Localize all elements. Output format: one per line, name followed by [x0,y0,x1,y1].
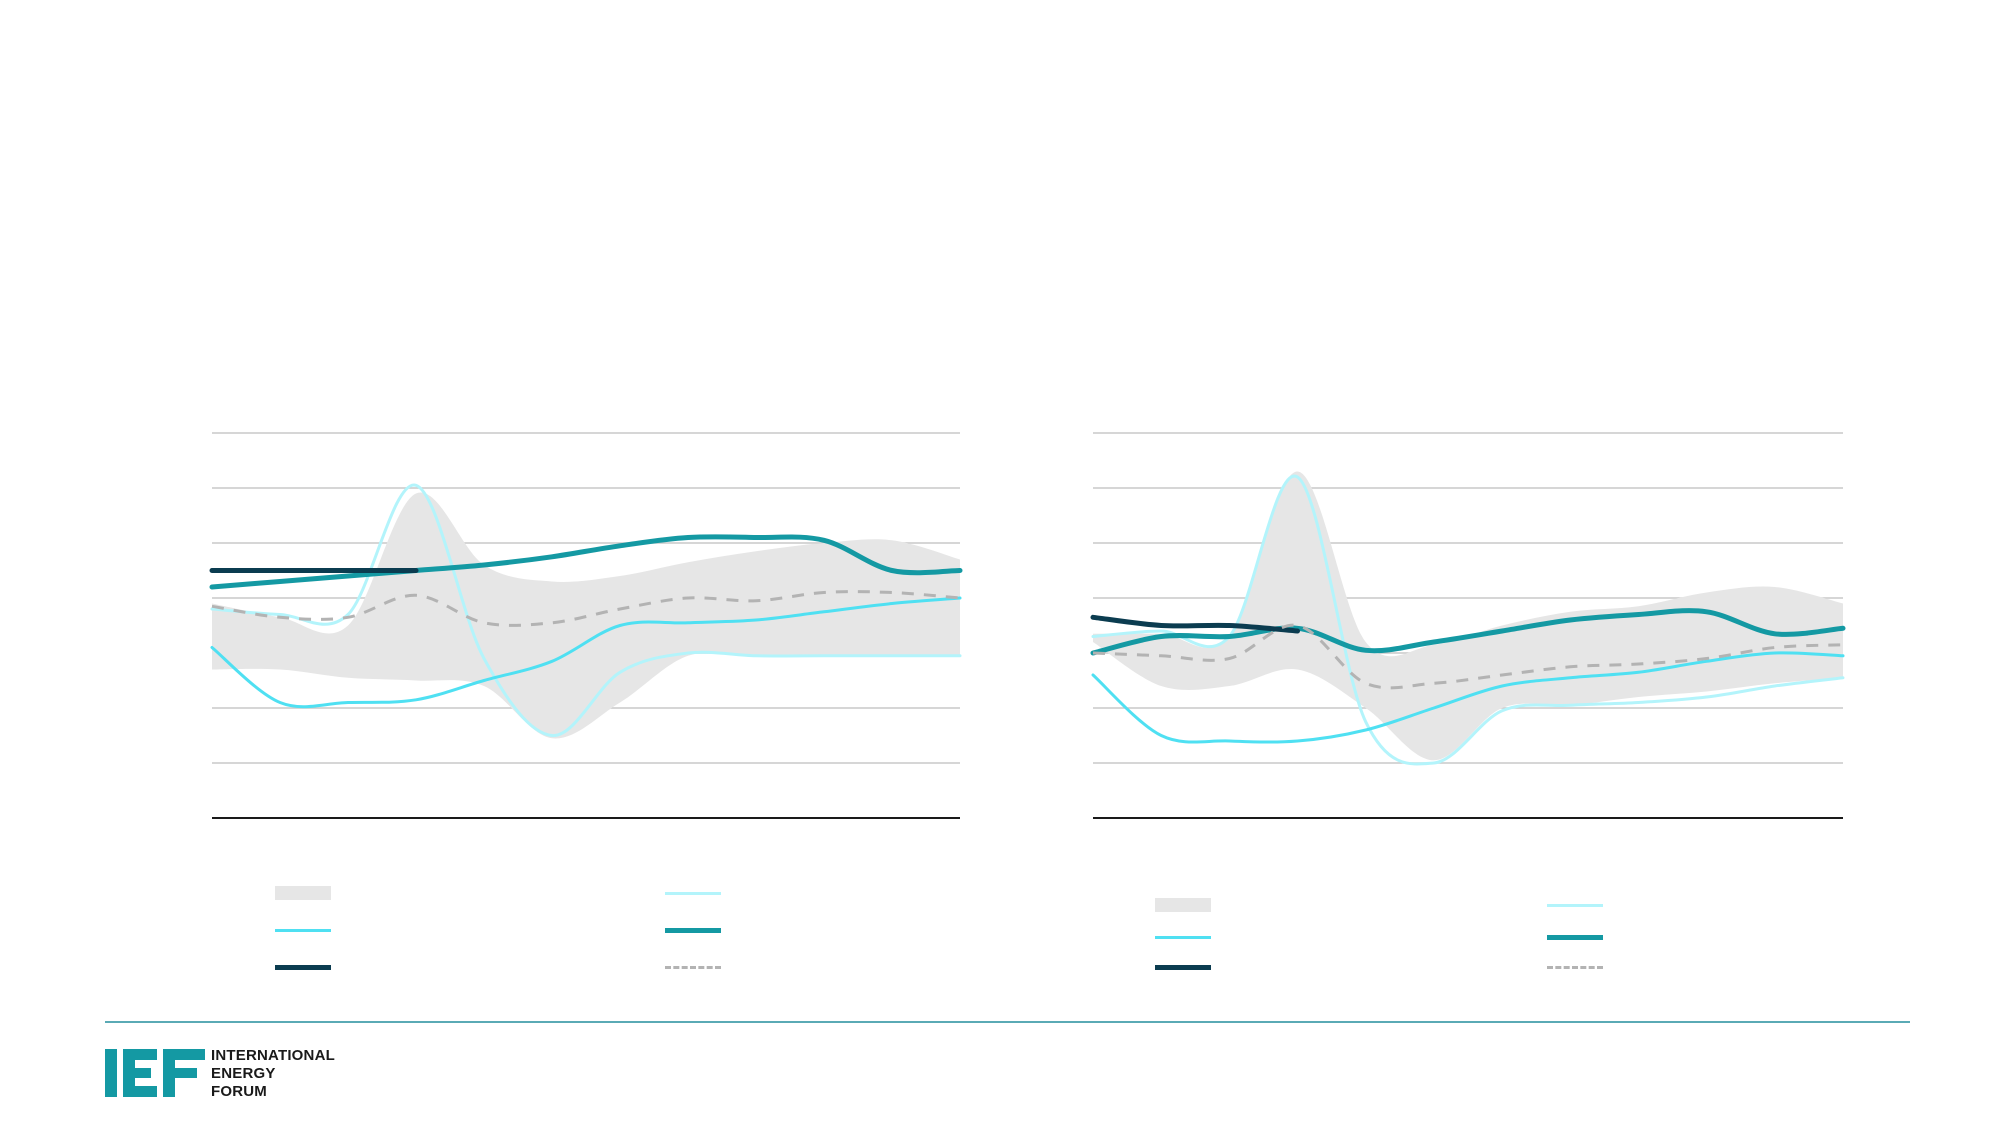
series-line-teal [1090,608,1846,656]
ief-logo-text: INTERNATIONAL ENERGY FORUM [211,1047,335,1101]
series-line-teal [209,534,963,590]
legend-swatch-band [1155,898,1211,912]
series-line-cyan [1091,651,1845,744]
ief-logo-icon [105,1049,205,1097]
legend-swatch-light_cyan [665,891,721,895]
legend-swatch-teal [1547,934,1603,940]
series-line-cyan [210,596,962,709]
series-line-dash [211,590,961,627]
legend-swatch-navy [275,964,331,970]
chart-left [209,432,963,819]
legend-swatch-dash [1547,965,1603,969]
legend-swatch-teal [665,927,721,933]
range-band [1093,471,1843,761]
logo-line-1: INTERNATIONAL [211,1047,335,1064]
footer-divider [105,1021,1910,1023]
legend-swatch-band [275,886,331,900]
series-line-dash [1092,623,1844,690]
legend-swatch-cyan [275,928,331,932]
legend-swatch-navy [1155,964,1211,970]
chart-right [1090,432,1846,819]
legend-swatch-dash [665,965,721,969]
series-line-light_cyan [210,483,962,737]
series-line-navy [1090,614,1300,634]
logo-line-2: ENERGY [211,1065,276,1082]
legend-swatch-cyan [1155,935,1211,939]
logo-line-3: FORUM [211,1083,267,1100]
legend-swatch-light_cyan [1547,903,1603,907]
